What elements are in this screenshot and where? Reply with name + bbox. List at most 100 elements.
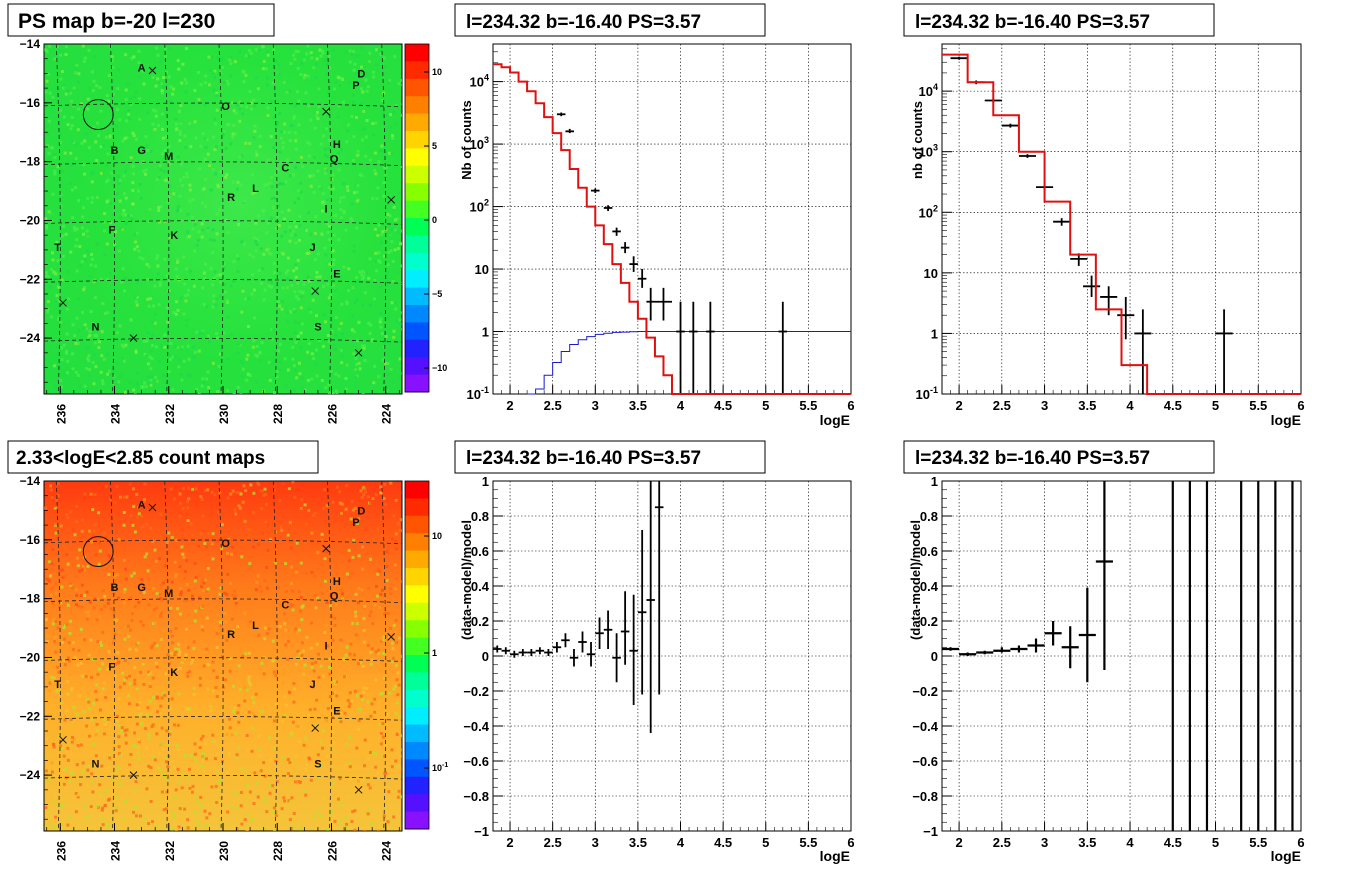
map-texture-cell <box>160 696 164 700</box>
map-texture-cell <box>223 282 227 286</box>
map-texture-cell <box>389 249 393 253</box>
source-cross-marker <box>387 196 396 204</box>
map-texture-cell <box>319 740 323 744</box>
map-texture-cell <box>74 588 78 592</box>
map-texture-cell <box>348 701 352 705</box>
palette-cell <box>405 498 429 517</box>
map-texture-cell <box>325 600 329 604</box>
map-texture-cell <box>316 110 319 114</box>
map-texture-cell <box>248 796 252 800</box>
map-texture-cell <box>296 50 300 53</box>
map-texture-cell <box>377 251 381 255</box>
map-texture-cell <box>355 622 359 626</box>
map-texture-cell <box>188 269 192 273</box>
map-texture-cell <box>397 683 401 687</box>
map-texture-cell <box>74 574 78 578</box>
map-texture-cell <box>136 745 140 749</box>
y-tick-label: −1 <box>474 824 489 839</box>
map-texture-cell <box>258 145 262 149</box>
map-texture-cell <box>90 180 94 184</box>
map-texture-cell <box>119 730 123 734</box>
map-texture-cell <box>201 756 205 760</box>
map-texture-cell <box>85 106 88 110</box>
map-texture-cell <box>291 825 295 829</box>
map-texture-cell <box>321 192 325 196</box>
map-texture-cell <box>140 578 144 582</box>
map-texture-cell <box>258 134 262 138</box>
map-texture-cell <box>285 90 289 94</box>
map-texture-cell <box>69 619 73 623</box>
map-texture-cell <box>146 362 150 366</box>
map-texture-cell <box>253 316 256 320</box>
map-texture-cell <box>192 284 196 288</box>
map-texture-cell <box>201 331 205 335</box>
map-texture-cell <box>208 68 212 72</box>
map-texture-cell <box>56 165 60 169</box>
map-texture-cell <box>218 273 222 277</box>
map-texture-cell <box>325 755 329 759</box>
map-texture-cell <box>125 136 129 140</box>
map-grid-meridian <box>110 480 115 832</box>
map-texture-cell <box>288 818 292 822</box>
map-texture-cell <box>227 634 230 638</box>
map-texture-cell <box>248 651 251 655</box>
map-texture-cell <box>136 371 139 375</box>
map-texture-cell <box>148 355 152 359</box>
map-texture-cell <box>145 263 149 266</box>
map-texture-cell <box>274 124 278 127</box>
y-tick-label: −0.2 <box>463 684 489 699</box>
map-texture-cell <box>395 678 399 682</box>
map-texture-cell <box>49 484 53 488</box>
map-texture-cell <box>176 667 179 671</box>
map-texture-cell <box>174 312 178 316</box>
map-texture-cell <box>45 226 48 230</box>
map-texture-cell <box>94 553 98 557</box>
map-texture-cell <box>211 739 215 743</box>
map-texture-cell <box>134 300 138 304</box>
map-texture-cell <box>187 486 191 490</box>
map-texture-cell <box>122 208 126 212</box>
map-texture-cell <box>401 767 402 771</box>
map-texture-cell <box>375 63 378 67</box>
map-texture-cell <box>75 142 79 146</box>
map-texture-cell <box>303 503 307 507</box>
map-texture-cell <box>290 233 294 237</box>
map-texture-cell <box>325 719 329 723</box>
map-texture-cell <box>120 797 124 801</box>
map-texture-cell <box>371 537 375 541</box>
map-texture-cell <box>172 87 176 91</box>
map-texture-cell <box>275 813 278 817</box>
map-texture-cell <box>113 674 117 678</box>
map-texture-cell <box>200 764 204 768</box>
map-texture-cell <box>176 258 180 262</box>
map-texture-cell <box>134 137 138 141</box>
map-texture-cell <box>75 520 79 523</box>
map-texture-cell <box>375 269 379 273</box>
map-texture-cell <box>87 48 91 52</box>
map-texture-cell <box>337 151 341 155</box>
map-texture-cell <box>289 731 293 735</box>
map-texture-cell <box>380 533 384 537</box>
map-texture-cell <box>271 784 275 788</box>
map-texture-cell <box>370 702 374 706</box>
map-texture-cell <box>145 746 149 750</box>
map-texture-cell <box>283 612 287 616</box>
map-texture-cell <box>132 172 135 176</box>
source-label: P <box>352 517 359 529</box>
map-texture-cell <box>298 224 302 228</box>
map-texture-cell <box>270 328 274 331</box>
palette-cell <box>405 481 429 499</box>
map-texture-cell <box>263 487 267 491</box>
map-texture-cell <box>339 322 343 325</box>
map-texture-cell <box>315 314 318 318</box>
map-texture-cell <box>231 135 235 139</box>
map-texture-cell <box>56 494 60 497</box>
map-texture-cell <box>108 756 112 760</box>
map-texture-cell <box>383 482 387 486</box>
map-texture-cell <box>290 796 294 800</box>
map-texture-cell <box>149 791 153 795</box>
map-texture-cell <box>236 104 240 108</box>
source-label: I <box>325 641 328 653</box>
map-texture-cell <box>53 172 57 176</box>
map-texture-cell <box>325 168 329 172</box>
